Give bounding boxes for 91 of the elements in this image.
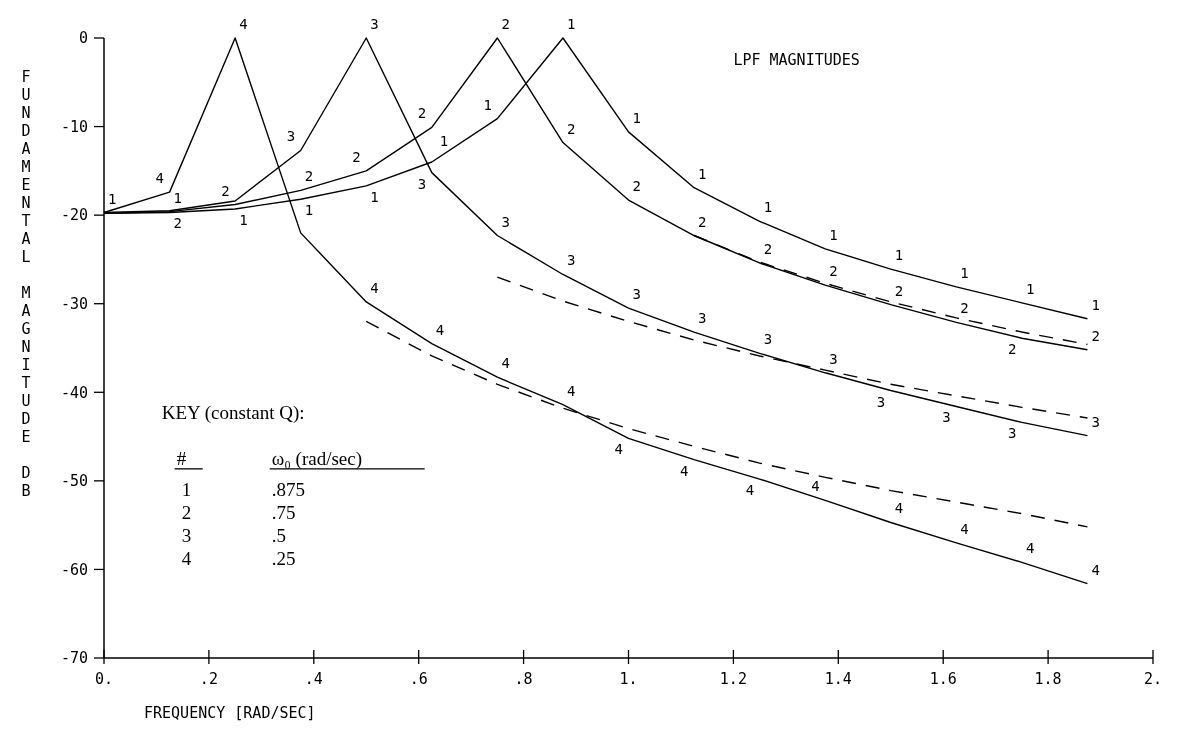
text: 4 xyxy=(155,170,164,187)
legend-label: 1 xyxy=(181,478,192,500)
x-tick-label: 1. xyxy=(619,670,638,688)
text: 1 xyxy=(1025,280,1035,297)
text: 2 xyxy=(221,182,230,199)
x-tick-label: 0. xyxy=(94,670,114,688)
text: 2 xyxy=(181,501,192,523)
annotation: .75 xyxy=(271,501,296,523)
text: 1 xyxy=(239,211,248,228)
text: 3 xyxy=(181,524,192,546)
y-tick-label: -20 xyxy=(60,206,88,225)
text: 1 xyxy=(483,96,492,113)
text: 1 xyxy=(829,226,838,243)
y-tick-label: -30 xyxy=(60,294,88,313)
text: 1 xyxy=(960,264,969,281)
text: 4 xyxy=(370,279,379,296)
text: 1 xyxy=(304,202,314,219)
text: 2 xyxy=(894,282,904,299)
y-tick-label: -10 xyxy=(60,117,88,136)
text: 4 xyxy=(435,321,445,338)
text: 1 xyxy=(566,16,576,32)
x-tick-label: 1.2 xyxy=(719,670,747,688)
annotation: .25 xyxy=(271,547,296,569)
text: 3 xyxy=(1091,413,1100,430)
text: 3 xyxy=(501,213,510,230)
text: 3 xyxy=(829,350,838,367)
text: 2 xyxy=(829,263,838,280)
text: 4 xyxy=(501,355,510,372)
text: 1 xyxy=(439,133,449,149)
text: 4 xyxy=(566,382,576,399)
text: 1 xyxy=(763,199,773,216)
x-tick-label: 2. xyxy=(1143,670,1163,688)
text: 2 xyxy=(352,148,361,165)
x-tick-label: .4 xyxy=(304,670,323,688)
annotation: # xyxy=(176,447,187,469)
series-label: 2 xyxy=(304,168,314,185)
text: 2 xyxy=(632,178,641,195)
text: 3 xyxy=(876,393,886,410)
text: 1 xyxy=(370,188,379,205)
y-axis-title: FUNDAMENTAL MAGNITUDE DB xyxy=(17,68,35,500)
text: 2 xyxy=(566,120,576,137)
text: 3 xyxy=(1007,425,1017,442)
annotation: ω₀ (rad/sec) xyxy=(271,447,363,470)
x-tick-label: 1.8 xyxy=(1034,670,1062,688)
text: 2 xyxy=(501,16,510,32)
text: 3 xyxy=(698,310,707,327)
y-tick-label: 0 xyxy=(78,29,88,48)
text: 2 xyxy=(173,214,182,231)
text: 1 xyxy=(1091,296,1100,313)
x-tick-label: 1.4 xyxy=(824,670,852,688)
text: 3 xyxy=(286,128,296,145)
y-tick-label: -60 xyxy=(60,560,88,579)
y-tick-label: -40 xyxy=(60,383,88,402)
text: 1 xyxy=(632,109,641,126)
annotation: KEY (constant Q): xyxy=(161,401,305,424)
text: 1 xyxy=(173,190,182,207)
text: 3 xyxy=(632,286,641,303)
text: 4 xyxy=(181,547,192,569)
text: 2 xyxy=(763,240,773,257)
text: 2 xyxy=(1007,341,1017,358)
text: 1 xyxy=(698,165,707,182)
text: 1 xyxy=(894,247,904,264)
y-tick-label: -70 xyxy=(60,649,88,668)
text: 4 xyxy=(960,520,969,537)
series-label: 4 xyxy=(811,478,820,495)
text: 2 xyxy=(1091,327,1100,344)
text: 4 xyxy=(614,441,623,458)
text: 3 xyxy=(370,16,379,32)
annotation: .5 xyxy=(271,524,286,546)
x-tick-label: .6 xyxy=(409,670,428,688)
text: 4 xyxy=(1091,561,1100,578)
x-tick-label: .8 xyxy=(514,670,533,688)
y-tick-label: -50 xyxy=(60,472,88,491)
series-label: 3 xyxy=(942,409,951,426)
text: 4 xyxy=(894,500,904,517)
x-axis-title: FREQUENCY [RAD/SEC] xyxy=(144,704,316,722)
text: 2 xyxy=(960,300,969,317)
text: 4 xyxy=(680,462,689,479)
text: 4 xyxy=(1025,540,1035,557)
text: 3 xyxy=(566,252,576,269)
text: 1 xyxy=(108,191,117,208)
x-tick-label: .2 xyxy=(199,670,218,688)
x-tick-label: 1.6 xyxy=(929,670,957,688)
text: 2 xyxy=(698,213,707,230)
text: 3 xyxy=(417,175,427,192)
text: 3 xyxy=(763,331,773,348)
text: 4 xyxy=(745,482,755,499)
text: 2 xyxy=(417,105,427,122)
text: 4 xyxy=(239,16,248,32)
text: LPF MAGNITUDES xyxy=(733,50,860,69)
annotation: .875 xyxy=(271,478,305,500)
